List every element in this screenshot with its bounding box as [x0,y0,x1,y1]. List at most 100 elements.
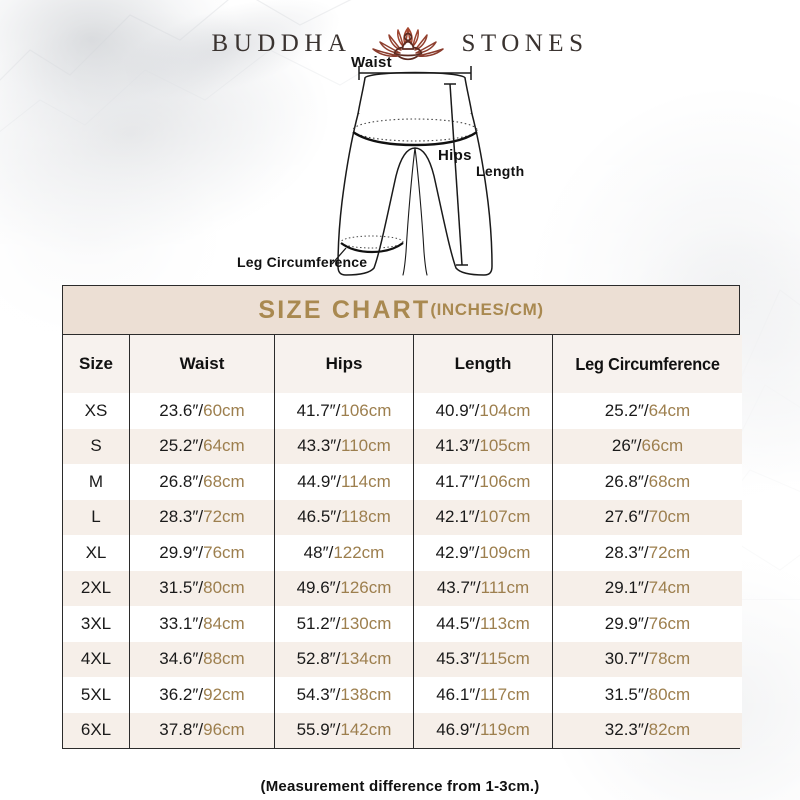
lotus-meditation-icon [372,27,445,61]
waist-dimension-bracket [358,66,472,80]
cell-hips-inches: 48″/ [303,542,334,562]
brand-word-right: STONES [461,29,589,57]
leg-circumference-ellipse [340,235,404,249]
cell-length-inches: 45.3″/ [436,649,481,669]
cell-size: M [63,464,130,500]
size-chart-table: SIZE CHART (INCHES/CM) Size Waist Hips L… [62,285,742,749]
cell-waist: 31.5″/80cm [129,570,275,606]
cell-leg-circumference: 26.8″/68cm [552,464,742,500]
size-chart-grid: Size Waist Hips Length Leg Circumference… [63,335,742,748]
column-header-leg-circumference: Leg Circumference [552,335,742,393]
cell-leg-circumference-cm: 80cm [648,684,691,704]
cell-length: 46.1″/117cm [413,677,553,713]
table-row: 2XL 31.5″/80cm 49.6″/126cm 43.7″/111cm 29.1″… [63,570,742,606]
cell-size: 5XL [63,677,130,713]
column-header-leg-circumference-text: Leg Circumference [575,353,720,374]
cell-hips-inches: 41.7″/ [296,400,341,420]
cell-waist-cm: 92cm [203,684,245,704]
cell-hips: 44.9″/114cm [274,464,414,500]
cell-hips: 46.5″/118cm [274,499,414,535]
cell-waist-cm: 76cm [203,542,245,562]
cell-size: 3XL [63,606,130,642]
leg-circumference-line [340,242,404,254]
cell-waist-cm: 80cm [203,578,245,598]
cell-length-inches: 46.1″/ [436,684,481,704]
label-hips: Hips [438,147,472,164]
cell-waist: 34.6″/88cm [129,641,275,677]
cell-leg-circumference-cm: 72cm [648,542,691,562]
cell-leg-circumference: 29.9″/76cm [552,606,742,642]
cell-length-cm: 105cm [479,436,531,456]
cell-hips-inches: 46.5″/ [297,507,342,527]
cell-waist-cm: 60cm [203,400,245,420]
cell-leg-circumference-inches: 27.6″/ [604,507,649,527]
cell-leg-circumference: 25.2″/64cm [552,393,742,429]
cell-waist-inches: 29.9″/ [159,542,204,562]
size-chart-title-main: SIZE CHART [258,295,431,324]
pants-outline-icon [331,66,493,276]
cell-length-inches: 46.9″/ [436,720,481,740]
cell-leg-circumference-inches: 32.3″/ [604,720,649,740]
cell-length-cm: 107cm [479,507,531,527]
cell-hips-cm: 134cm [340,649,392,669]
cell-size: 2XL [63,570,130,606]
cell-waist-inches: 26.8″/ [159,471,204,491]
table-row: XS 23.6″/60cm 41.7″/106cm 40.9″/104cm 25.2″/… [63,393,742,429]
cell-waist: 25.2″/64cm [129,428,275,464]
cell-length: 40.9″/104cm [413,393,553,429]
cell-hips-cm: 122cm [333,542,385,562]
cell-waist: 37.8″/96cm [129,712,275,748]
label-length: Length [476,163,525,179]
cell-hips-cm: 110cm [341,436,391,456]
hips-measure-ellipse [352,118,478,142]
cell-leg-circumference-cm: 82cm [648,720,691,740]
cell-length-cm: 117cm [480,684,530,704]
size-chart-title-bar: SIZE CHART (INCHES/CM) [63,286,739,335]
cell-leg-circumference: 30.7″/78cm [552,641,742,677]
cell-waist-inches: 23.6″/ [159,400,204,420]
cell-hips-cm: 118cm [341,507,391,527]
cell-hips-inches: 55.9″/ [296,720,341,740]
table-row: 6XL 37.8″/96cm 55.9″/142cm 46.9″/119cm 32.3″… [63,712,742,748]
cell-length-cm: 111cm [480,578,530,598]
cell-waist-cm: 72cm [203,507,245,527]
cell-length: 42.1″/107cm [413,499,553,535]
cell-size: 6XL [63,712,130,748]
cell-waist-cm: 68cm [203,471,245,491]
label-waist: Waist [351,54,392,71]
column-header-hips: Hips [274,335,414,393]
cell-length: 41.7″/106cm [413,464,553,500]
cell-size: 4XL [63,641,130,677]
cell-hips-inches: 49.6″/ [296,578,341,598]
cell-leg-circumference-cm: 76cm [648,613,691,633]
cell-waist-inches: 34.6″/ [159,649,204,669]
cell-leg-circumference: 27.6″/70cm [552,499,742,535]
cell-leg-circumference-cm: 70cm [648,507,691,527]
cell-leg-circumference-cm: 68cm [648,471,691,491]
column-header-waist: Waist [129,335,275,393]
cell-length: 41.3″/105cm [413,428,553,464]
table-row: 3XL 33.1″/84cm 51.2″/130cm 44.5″/113cm 29.9″… [63,606,742,642]
cell-waist: 36.2″/92cm [129,677,275,713]
cell-leg-circumference-inches: 28.3″/ [604,542,649,562]
table-body: XS 23.6″/60cm 41.7″/106cm 40.9″/104cm 25.2″/… [63,393,742,748]
cell-waist-inches: 33.1″/ [159,613,204,633]
cell-hips: 54.3″/138cm [274,677,414,713]
cell-size: L [63,499,130,535]
cell-hips-cm: 126cm [340,578,392,598]
cell-waist-cm: 84cm [203,613,245,633]
cell-hips-cm: 142cm [340,720,392,740]
cell-waist-cm: 88cm [203,649,245,669]
cell-waist: 26.8″/68cm [129,464,275,500]
cell-leg-circumference-inches: 29.1″/ [604,578,649,598]
cell-waist-inches: 28.3″/ [159,507,204,527]
cell-length-cm: 104cm [479,400,531,420]
cell-length: 44.5″/113cm [413,606,553,642]
cell-hips-inches: 51.2″/ [296,613,341,633]
size-chart-title-units: (INCHES/CM) [430,300,544,319]
brand-word-left: BUDDHA [211,29,352,57]
cell-size: S [63,428,130,464]
cell-length-cm: 115cm [480,649,530,669]
cell-length-cm: 106cm [479,471,531,491]
cell-length-inches: 43.7″/ [436,578,481,598]
